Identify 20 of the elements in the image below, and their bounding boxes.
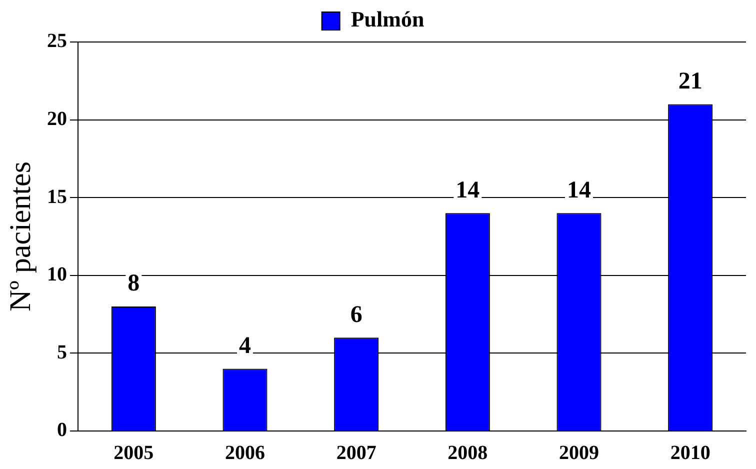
x-tick-label: 2007 bbox=[336, 442, 376, 464]
data-label: 14 bbox=[567, 177, 591, 204]
x-tick-label: 2010 bbox=[670, 442, 710, 464]
data-label: 4 bbox=[239, 332, 251, 359]
y-tick-label: 15 bbox=[47, 186, 67, 208]
legend-label: Pulmón bbox=[350, 6, 424, 32]
y-tick-label: 5 bbox=[57, 341, 67, 364]
x-tick-label: 2009 bbox=[559, 442, 599, 464]
y-axis-title: Nº pacientes bbox=[4, 161, 37, 312]
y-tick-label: 0 bbox=[57, 419, 67, 442]
x-tick-label: 2005 bbox=[114, 442, 154, 464]
y-tick-label: 20 bbox=[47, 108, 67, 130]
y-tick-label: 25 bbox=[47, 30, 67, 52]
y-tick-label: 10 bbox=[47, 264, 67, 286]
x-tick-label: 2006 bbox=[225, 442, 265, 464]
data-label: 14 bbox=[456, 177, 480, 204]
data-label: 6 bbox=[350, 302, 362, 328]
x-tick-label: 2008 bbox=[448, 442, 488, 464]
data-label: 8 bbox=[128, 270, 140, 297]
data-label: 21 bbox=[678, 68, 702, 94]
